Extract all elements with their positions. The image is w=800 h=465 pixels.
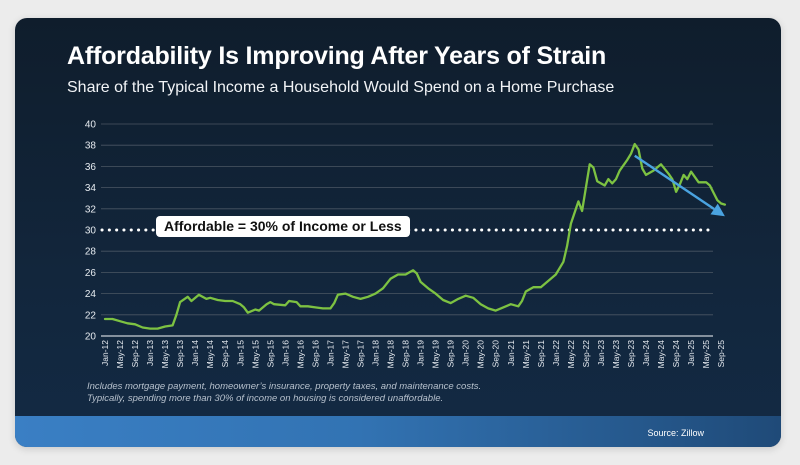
x-tick-label: Jan-20 bbox=[461, 340, 471, 366]
x-axis-ticks: Jan-12 May-12 Sep-12 Jan-13 May-13 Sep-13 Jan-… bbox=[100, 340, 726, 369]
x-tick-label: Jan-17 bbox=[325, 340, 335, 366]
y-axis-ticks: 20 22 24 26 28 30 32 34 36 38 40 bbox=[85, 120, 97, 343]
x-tick-label: Sep-13 bbox=[175, 340, 185, 368]
x-tick-label: Jan-25 bbox=[686, 340, 696, 366]
x-tick-label: May-14 bbox=[205, 340, 215, 369]
x-tick-label: Jan-14 bbox=[190, 340, 200, 366]
y-tick-label: 38 bbox=[85, 141, 97, 152]
y-tick-label: 20 bbox=[85, 332, 97, 343]
x-tick-label: Sep-16 bbox=[310, 340, 320, 368]
x-tick-label: May-17 bbox=[340, 340, 350, 369]
footnote-line-1: Includes mortgage payment, homeowner’s i… bbox=[87, 381, 482, 392]
y-tick-label: 32 bbox=[85, 204, 97, 215]
x-tick-label: Jan-19 bbox=[416, 340, 426, 366]
x-tick-label: May-21 bbox=[521, 340, 531, 369]
x-tick-label: May-13 bbox=[160, 340, 170, 369]
x-tick-label: May-19 bbox=[431, 340, 441, 369]
x-tick-label: May-20 bbox=[476, 340, 486, 369]
x-tick-label: Sep-17 bbox=[355, 340, 365, 368]
x-tick-label: May-25 bbox=[701, 340, 711, 369]
y-tick-label: 34 bbox=[85, 183, 97, 194]
x-tick-label: Jan-21 bbox=[506, 340, 516, 366]
x-tick-label: Jan-16 bbox=[280, 340, 290, 366]
x-tick-label: Sep-24 bbox=[671, 340, 681, 368]
footnote-line-2: Typically, spending more than 30% of inc… bbox=[87, 393, 444, 404]
x-tick-label: Sep-21 bbox=[536, 340, 546, 368]
x-tick-label: Sep-19 bbox=[446, 340, 456, 368]
x-tick-label: Sep-23 bbox=[626, 340, 636, 368]
grid-lines bbox=[101, 123, 713, 337]
y-tick-label: 30 bbox=[85, 226, 97, 237]
trend-arrow bbox=[634, 154, 725, 217]
y-tick-label: 26 bbox=[85, 268, 97, 279]
x-tick-label: May-12 bbox=[115, 340, 125, 369]
footnote: Includes mortgage payment, homeowner’s i… bbox=[87, 381, 481, 405]
y-tick-label: 22 bbox=[85, 310, 97, 321]
x-tick-label: May-15 bbox=[250, 340, 260, 369]
threshold-label: Affordable = 30% of Income or Less bbox=[156, 216, 410, 237]
x-tick-label: May-18 bbox=[386, 340, 396, 369]
x-tick-label: Sep-18 bbox=[401, 340, 411, 368]
x-tick-label: Sep-12 bbox=[130, 340, 140, 368]
x-tick-label: Jan-24 bbox=[641, 340, 651, 366]
x-tick-label: Jan-13 bbox=[145, 340, 155, 366]
x-tick-label: Jan-18 bbox=[371, 340, 381, 366]
y-tick-label: 28 bbox=[85, 247, 97, 258]
x-tick-label: Jan-22 bbox=[551, 340, 561, 366]
trend-arrow-head bbox=[710, 203, 725, 217]
x-tick-label: May-23 bbox=[611, 340, 621, 369]
x-tick-label: Sep-15 bbox=[265, 340, 275, 368]
footer-bar bbox=[15, 416, 781, 447]
x-tick-label: Sep-25 bbox=[716, 340, 726, 368]
x-tick-label: Sep-22 bbox=[581, 340, 591, 368]
x-tick-label: Sep-20 bbox=[491, 340, 501, 368]
x-tick-label: May-22 bbox=[566, 340, 576, 369]
source-label: Source: Zillow bbox=[647, 428, 704, 438]
x-tick-label: Jan-23 bbox=[596, 340, 606, 366]
x-tick-label: Jan-15 bbox=[235, 340, 245, 366]
x-tick-label: Jan-12 bbox=[100, 340, 110, 366]
y-tick-label: 24 bbox=[85, 289, 97, 300]
chart-title: Affordability Is Improving After Years o… bbox=[67, 42, 607, 70]
x-tick-label: May-24 bbox=[656, 340, 666, 369]
y-tick-label: 36 bbox=[85, 162, 97, 173]
chart-subtitle: Share of the Typical Income a Household … bbox=[67, 79, 615, 96]
trend-arrow-shaft bbox=[634, 154, 715, 210]
x-tick-label: Sep-14 bbox=[220, 340, 230, 368]
y-tick-label: 40 bbox=[85, 120, 97, 131]
x-tick-label: May-16 bbox=[295, 340, 305, 369]
